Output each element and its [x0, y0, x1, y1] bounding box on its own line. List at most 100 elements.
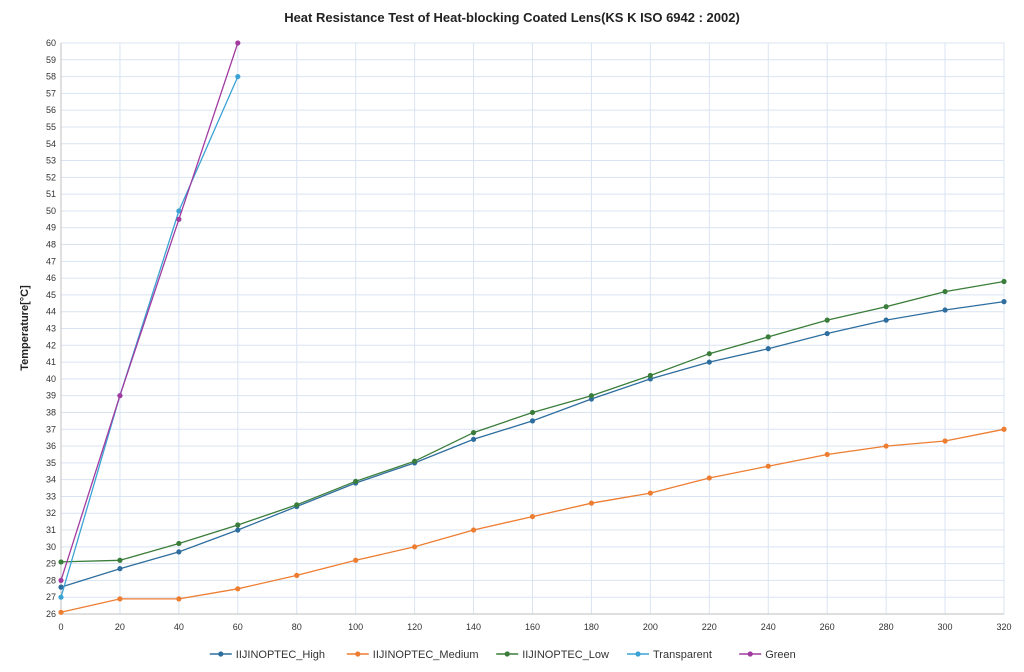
- series-line: [60, 42, 239, 581]
- x-tick-label: 260: [820, 622, 835, 632]
- data-point: [942, 288, 948, 295]
- y-tick-label: 49: [46, 223, 56, 233]
- x-tick-label: 320: [996, 622, 1011, 632]
- x-tick-label: 200: [643, 622, 658, 632]
- y-tick-label: 59: [46, 55, 56, 65]
- y-tick-label: 44: [46, 307, 56, 317]
- legend-label: Transparent: [653, 649, 712, 661]
- y-axis-label: Temperature[°C]: [19, 285, 31, 371]
- y-tick-label: 52: [46, 172, 56, 182]
- y-tick-label: 57: [46, 88, 56, 98]
- data-point: [176, 208, 182, 214]
- data-point: [58, 577, 64, 584]
- data-point: [588, 393, 595, 399]
- y-tick-label: 58: [46, 72, 56, 82]
- y-tick-label: 26: [46, 609, 56, 619]
- legend-swatch-marker: [635, 651, 641, 657]
- y-tick-label: 51: [46, 189, 56, 199]
- data-point: [1001, 426, 1007, 432]
- y-tick-label: 37: [46, 424, 56, 434]
- data-point: [235, 586, 241, 592]
- data-point: [176, 596, 182, 602]
- y-tick-label: 29: [46, 559, 56, 569]
- data-point: [765, 463, 771, 469]
- data-point: [235, 73, 241, 80]
- data-point: [176, 216, 182, 222]
- data-point: [529, 409, 536, 416]
- x-axis-ticks: 0 20 40 60 80 100 120 140 160 180 200 220 240 260 280 3…: [58, 622, 1011, 632]
- series-1: [58, 426, 1007, 615]
- x-tick-label: 40: [174, 622, 184, 632]
- data-point: [647, 490, 653, 496]
- data-point: [470, 527, 477, 533]
- y-tick-label: 43: [46, 324, 56, 334]
- data-point: [765, 334, 771, 340]
- legend-swatch-marker: [747, 651, 753, 657]
- y-tick-label: 36: [46, 441, 56, 451]
- x-tick-label: 120: [407, 622, 422, 632]
- x-tick-label: 280: [879, 622, 894, 632]
- x-tick-label: 60: [233, 622, 243, 632]
- x-tick-label: 140: [466, 622, 481, 632]
- data-point: [824, 317, 830, 323]
- y-tick-label: 45: [46, 290, 56, 300]
- legend-label: IIJINOPTEC_High: [236, 649, 325, 661]
- data-point: [1001, 278, 1007, 285]
- data-point: [58, 559, 64, 565]
- y-tick-label: 31: [46, 525, 56, 535]
- x-tick-label: 100: [348, 622, 363, 632]
- y-tick-label: 32: [46, 508, 56, 518]
- data-point: [824, 330, 830, 337]
- data-point: [117, 596, 123, 602]
- legend-label: IIJINOPTEC_Medium: [373, 649, 479, 661]
- y-tick-label: 39: [46, 391, 56, 401]
- axes: [60, 43, 1004, 615]
- x-tick-label: 80: [292, 622, 302, 632]
- data-point: [176, 540, 182, 547]
- data-point: [353, 557, 359, 563]
- series: [58, 40, 1007, 615]
- y-tick-label: 30: [46, 542, 56, 552]
- legend-item: IIJINOPTEC_Low: [496, 649, 609, 661]
- y-tick-label: 55: [46, 122, 56, 132]
- data-point: [117, 393, 123, 399]
- y-tick-label: 53: [46, 156, 56, 166]
- y-tick-label: 28: [46, 575, 56, 585]
- legend-label: IIJINOPTEC_Low: [522, 649, 609, 661]
- data-point: [58, 584, 64, 590]
- data-point: [588, 500, 595, 506]
- data-point: [412, 458, 418, 464]
- data-point: [58, 609, 64, 615]
- y-tick-label: 41: [46, 357, 56, 367]
- y-tick-label: 40: [46, 374, 56, 384]
- data-point: [883, 317, 889, 323]
- x-tick-label: 20: [115, 622, 125, 632]
- data-point: [706, 475, 712, 481]
- y-tick-label: 33: [46, 491, 56, 501]
- y-tick-label: 35: [46, 458, 56, 468]
- data-point: [883, 304, 889, 310]
- y-tick-label: 46: [46, 273, 56, 283]
- data-point: [942, 438, 948, 444]
- data-point: [294, 502, 300, 508]
- series-line: [60, 76, 239, 598]
- grid: [60, 42, 1005, 615]
- legend-label: Green: [765, 649, 796, 661]
- y-tick-label: 34: [46, 475, 56, 485]
- y-tick-label: 56: [46, 105, 56, 115]
- y-tick-label: 47: [46, 256, 56, 266]
- data-point: [176, 549, 182, 555]
- series-2: [58, 278, 1007, 565]
- data-point: [117, 566, 123, 572]
- data-point: [235, 522, 241, 528]
- y-tick-label: 50: [46, 206, 56, 216]
- legend-swatch-marker: [504, 651, 510, 657]
- data-point: [353, 478, 359, 484]
- legend: IIJINOPTEC_High IIJINOPTEC_Medium IIJINOPT…: [209, 649, 796, 661]
- data-point: [883, 443, 889, 449]
- legend-item: IIJINOPTEC_Medium: [346, 649, 479, 661]
- data-point: [647, 372, 653, 379]
- chart-title: Heat Resistance Test of Heat-blocking Co…: [284, 10, 740, 25]
- series-4: [58, 40, 241, 584]
